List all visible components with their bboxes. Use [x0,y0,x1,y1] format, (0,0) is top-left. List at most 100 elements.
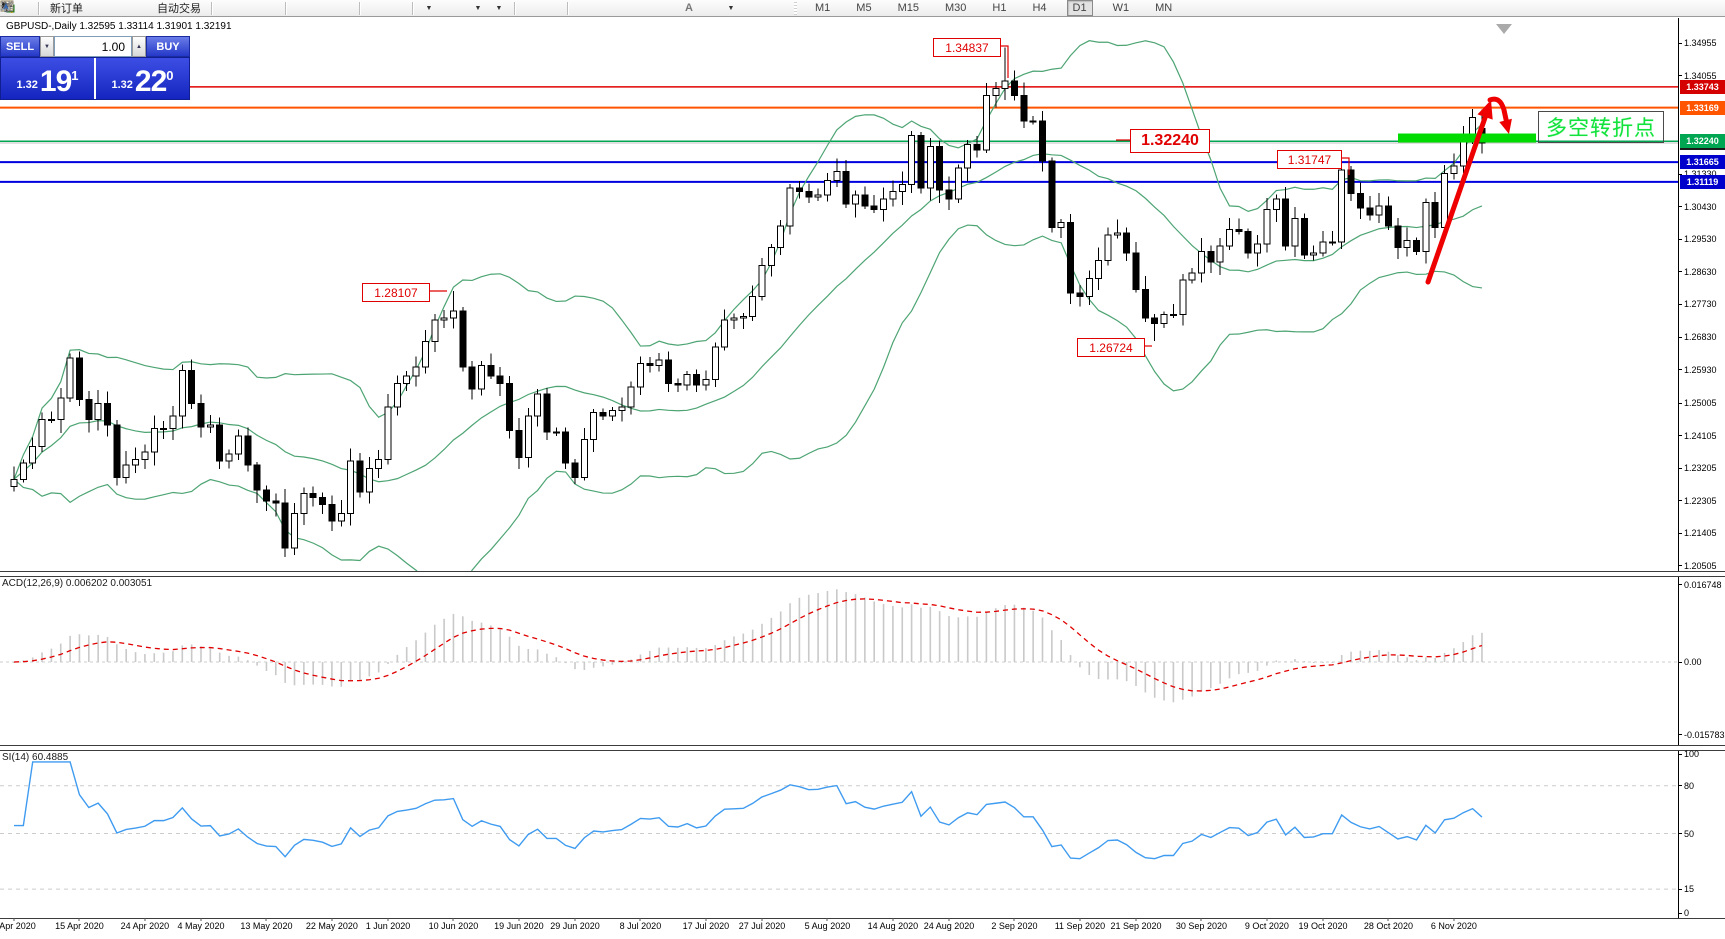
date-axis-label: 15 Apr 2020 [55,921,104,931]
date-axis-label: 17 Jul 2020 [682,921,730,931]
rsi-axis-label: 15 [1684,884,1695,895]
date-axis-label: 30 Sep 2020 [1175,921,1227,931]
price-axis-tick-label: 1.31330 [1684,169,1717,179]
toolbar-separator [38,1,40,15]
price-annotation-1.26724[interactable]: 1.26724 [1077,338,1145,357]
date-axis-tick [826,918,828,921]
chevron-down-icon: ▼ [474,4,482,12]
turning-point-annotation[interactable]: 多空转折点 [1538,111,1664,143]
buy-price-pipette: 0 [166,68,174,83]
price-axis-tick [1678,271,1682,273]
volume-increase-button[interactable]: ▲ [132,36,146,57]
new-order-label: 新订单 [50,3,83,15]
sell-price-pipette: 1 [71,68,79,83]
volume-decrease-button[interactable]: ▼ [40,36,54,57]
date-axis-tick [265,918,267,921]
date-axis-label: 22 May 2020 [305,921,358,931]
sell-price-display[interactable]: 1.32 19 1 [1,58,96,99]
date-axis-tick [78,918,80,921]
price-axis-tick-label: 1.25005 [1684,398,1717,409]
rsi-label: SI(14) 60.4885 [2,752,69,763]
date-axis-label: 14 Aug 2020 [867,921,919,931]
buy-price-big: 22 [134,65,167,98]
toolbar-separator [412,1,414,15]
date-axis-label: 4 May 2020 [177,921,225,931]
rsi-axis-label: 80 [1684,780,1695,791]
date-axis-tick [574,918,576,921]
date-axis-tick [1453,918,1455,921]
text-button[interactable]: A [685,2,693,14]
one-click-trading-panel: SELL ▼ 1.00 ▲ BUY 1.32 19 1 1.32 22 0 [0,36,190,100]
date-axis-label: 24 Apr 2020 [120,921,170,931]
buy-price-prefix: 1.32 [111,79,133,91]
rsi-axis-tick [1678,753,1682,755]
date-axis-label: 6 Nov 2020 [1430,921,1477,931]
autotrading-label: 自动交易 [157,3,201,15]
date-axis-tick [331,918,333,921]
price-badge-1.33743: 1.33743 [1680,79,1725,94]
date-axis-label: 1 Jun 2020 [365,921,411,931]
timeframe-button-w1[interactable]: W1 [1112,2,1130,14]
buy-price-display[interactable]: 1.32 22 0 [96,58,189,99]
date-axis-label: 13 May 2020 [240,921,293,931]
timeframe-button-m30[interactable]: M30 [944,2,967,14]
toolbar-separator [567,1,569,15]
price-axis-tick-label: 1.25930 [1684,364,1717,375]
rsi-axis-tick [1678,888,1682,890]
macd-axis-tick [1678,734,1682,736]
macd-label: ACD(12,26,9) 0.006202 0.003051 [2,578,153,589]
rsi-axis-label: 50 [1684,828,1695,839]
price-axis-tick-label: 1.24105 [1684,430,1717,441]
bollinger-bands [13,40,1483,571]
price-axis-tick [1678,467,1682,469]
price-axis-tick [1678,435,1682,437]
macd-panel-separator[interactable] [0,571,1725,577]
chart-shift-marker [1496,24,1512,34]
timeframe-button-m5[interactable]: M5 [856,2,872,14]
volume-input[interactable]: 1.00 [54,36,132,57]
price-axis-tick [1678,206,1682,208]
price-annotation-1.31747[interactable]: 1.31747 [1277,150,1342,169]
price-axis-tick [1678,238,1682,240]
toolbar: 新订单 自动交易 [0,0,1725,17]
price-annotation-1.28107[interactable]: 1.28107 [362,283,430,302]
arrows-button[interactable]: ▼ [3,1,739,16]
drawing-objects[interactable] [428,24,1536,347]
date-axis-tick [705,918,707,921]
price-axis-tick [1678,532,1682,534]
toolbar-separator [359,1,361,15]
price-annotation-1.32240[interactable]: 1.32240 [1130,129,1210,153]
rsi-axis-tick [1678,833,1682,834]
price-annotation-1.34837[interactable]: 1.34837 [933,38,1001,57]
buy-button[interactable]: BUY [146,36,190,57]
date-axis-label: 9 Oct 2020 [1244,921,1289,931]
timeframe-button-d1[interactable]: D1 [1066,0,1093,16]
chart-title: GBPUSD-,Daily 1.32595 1.33114 1.31901 1.… [6,21,232,32]
date-axis-tick [452,918,454,921]
date-axis-label: 8 Jul 2020 [619,921,662,931]
price-badge-1.31119: 1.31119 [1680,174,1725,189]
support-zone-bar [1398,133,1536,143]
timeframe-button-h1[interactable]: H1 [992,2,1007,14]
timeframe-button-mn[interactable]: MN [1155,2,1173,14]
macd-axis-label: 0.00 [1684,657,1702,667]
date-axis-tick [200,918,202,921]
rsi-axis-tick [1678,785,1682,787]
sell-price-big: 19 [39,65,72,98]
macd-indicator [0,589,1678,703]
price-axis-tick-label: 1.22305 [1684,495,1717,506]
timeframe-button-h4[interactable]: H4 [1032,2,1047,14]
price-axis-tick-label: 1.27730 [1684,299,1717,310]
trend-up-arrow [1425,109,1490,285]
timeframe-button-m1[interactable]: M1 [815,2,831,14]
date-axis-label: 6 Apr 2020 [0,921,36,931]
price-axis-tick [1678,75,1682,77]
rsi-panel-separator[interactable] [0,745,1725,751]
toolbar-grip [794,1,797,15]
price-axis-tick-label: 1.29530 [1684,234,1717,245]
price-axis-tick-label: 1.34055 [1684,70,1717,81]
date-axis-tick [948,918,950,921]
sell-button[interactable]: SELL [0,36,40,57]
timeframe-button-m15[interactable]: M15 [897,2,919,14]
